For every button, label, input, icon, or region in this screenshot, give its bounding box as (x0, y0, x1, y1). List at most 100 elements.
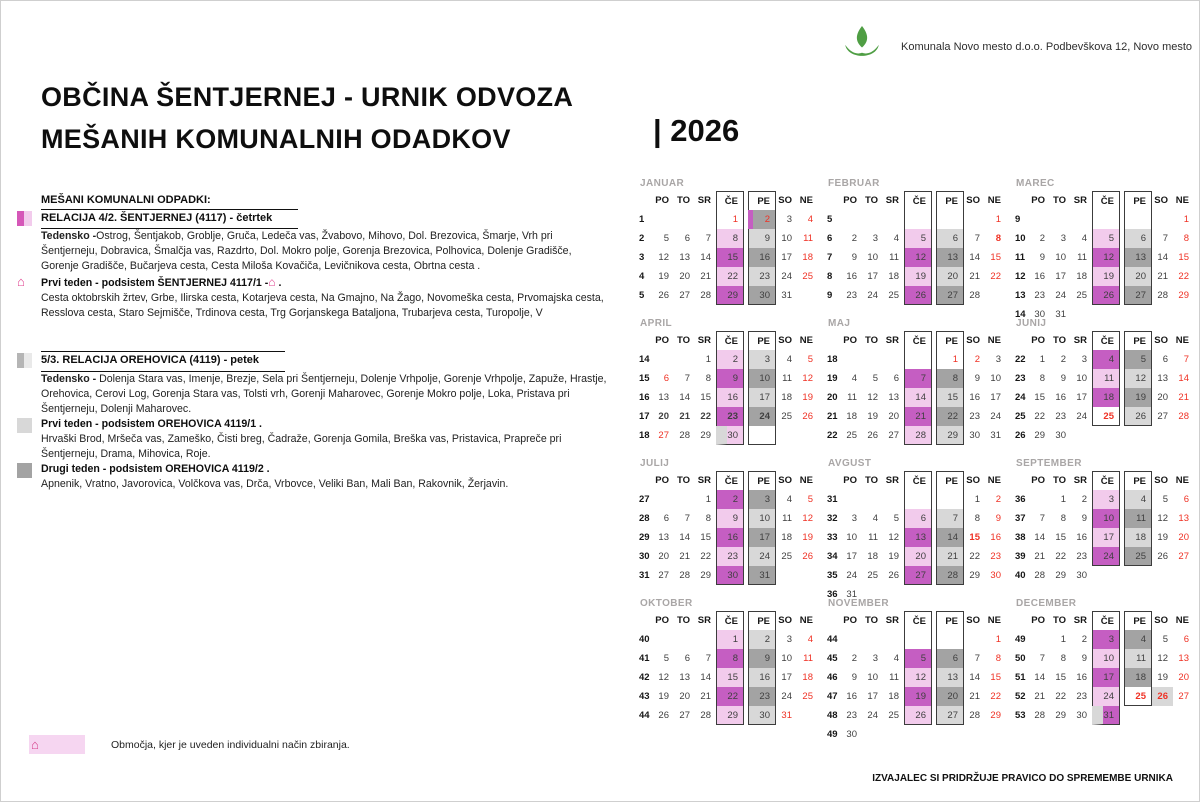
day-cell: 26 (1124, 407, 1152, 426)
day-cell: 25 (1124, 547, 1152, 566)
day-cell (862, 490, 883, 509)
day-cell (1050, 210, 1071, 229)
day-header: PO (655, 335, 669, 346)
day-cell: 9 (716, 509, 744, 528)
week-col-header (638, 611, 653, 630)
day-cell: 27 (936, 286, 964, 305)
day-cell: 19 (888, 551, 899, 562)
day-cell: 8 (1183, 233, 1189, 244)
day-cell: 22 (1034, 411, 1045, 422)
day-cell: 2 (1039, 233, 1045, 244)
day-cell: 19 (1157, 672, 1168, 683)
week-number: 30 (639, 551, 650, 562)
relacija2-week2-villages: Apnenik, Vratno, Javorovica, Volčkova va… (41, 478, 509, 491)
day-cell: 21 (969, 271, 980, 282)
day-cell: 16 (748, 668, 776, 687)
day-cell: 2 (995, 494, 1001, 505)
day-cell (904, 490, 932, 509)
day-cell: 2 (748, 210, 776, 229)
day-cell: 13 (1157, 373, 1168, 384)
week-number: 47 (827, 691, 838, 702)
day-header: PE (936, 331, 964, 350)
day-cell: 10 (1092, 509, 1120, 528)
week-number: 5 (827, 214, 833, 225)
day-cell (1029, 490, 1050, 509)
day-cell: 13 (936, 668, 964, 687)
week-number: 42 (639, 672, 650, 683)
week-number: 17 (639, 411, 650, 422)
day-cell: 13 (1178, 513, 1189, 524)
day-cell: 21 (700, 271, 711, 282)
week-number: 16 (639, 392, 650, 403)
day-header: SO (778, 615, 792, 626)
day-cell: 20 (658, 551, 669, 562)
day-cell: 24 (1055, 290, 1066, 301)
day-header: TO (864, 475, 878, 486)
relacija1-color-swatch (17, 210, 32, 226)
week-number: 19 (827, 373, 838, 384)
day-cell: 29 (716, 706, 744, 725)
day-header: PO (1031, 335, 1045, 346)
day-cell: 23 (1034, 290, 1045, 301)
day-cell: 17 (1055, 271, 1066, 282)
day-cell: 18 (867, 551, 878, 562)
day-cell: 29 (1055, 570, 1066, 581)
day-header: SO (1154, 475, 1168, 486)
day-header: TO (864, 335, 878, 346)
day-cell: 26 (1152, 687, 1173, 706)
day-cell: 21 (936, 547, 964, 566)
day-cell (936, 490, 964, 509)
day-cell: 4 (786, 494, 792, 505)
brand-block: Komunala Novo mesto d.o.o. Podbevškova 1… (841, 25, 1192, 69)
day-cell (674, 210, 695, 229)
day-cell (1092, 210, 1120, 229)
day-cell: 17 (867, 271, 878, 282)
relacija1-weekly: Tedensko -Ostrog, Šentjakob, Groblje, Gr… (41, 230, 572, 273)
day-cell: 16 (846, 271, 857, 282)
day-cell: 28 (700, 710, 711, 721)
day-cell (653, 350, 674, 369)
week-number: 34 (827, 551, 838, 562)
week-col-header (826, 611, 841, 630)
day-cell: 25 (781, 411, 792, 422)
day-cell: 22 (1055, 691, 1066, 702)
day-cell: 19 (904, 687, 932, 706)
day-cell: 7 (1162, 233, 1168, 244)
day-cell: 8 (705, 513, 711, 524)
day-cell: 13 (936, 248, 964, 267)
day-cell: 30 (990, 570, 1001, 581)
day-cell: 26 (867, 430, 878, 441)
day-cell: 11 (1092, 369, 1120, 388)
day-cell (1071, 426, 1092, 445)
day-cell: 11 (1124, 509, 1152, 528)
day-cell: 22 (990, 271, 1001, 282)
week-number: 49 (1015, 634, 1026, 645)
day-cell (674, 630, 695, 649)
day-header: SR (697, 475, 711, 486)
day-header: PO (843, 615, 857, 626)
day-cell (862, 630, 883, 649)
day-cell: 1 (995, 634, 1001, 645)
month-title: JULIJ (640, 458, 670, 469)
day-cell: 16 (716, 388, 744, 407)
month-title: APRIL (640, 318, 672, 329)
month-title: NOVEMBER (828, 598, 889, 609)
day-cell: 30 (1076, 570, 1087, 581)
week-number: 22 (827, 430, 838, 441)
calendar-month-januar: JANUAR PO TO SR ČE PE SO NE 1 1 2 3 4 2 5 6 7 8 9 10 11 3 12 13… (638, 178, 818, 305)
day-cell: 17 (1092, 528, 1120, 547)
day-cell: 27 (679, 710, 690, 721)
day-cell: 5 (663, 233, 669, 244)
day-cell: 26 (904, 706, 932, 725)
day-cell: 9 (748, 649, 776, 668)
day-cell (1124, 706, 1152, 725)
day-header: TO (1052, 615, 1066, 626)
month-grid: PO TO SR ČE PE SO NE 40 1 2 3 4 41 5 6 7 8 9 10 11 42 12 13 14 1… (638, 611, 818, 725)
week-number: 45 (827, 653, 838, 664)
week-number: 1 (639, 214, 645, 225)
day-cell (1124, 210, 1152, 229)
day-cell: 4 (807, 214, 813, 225)
day-header: SR (885, 475, 899, 486)
week-col-header (826, 471, 841, 490)
week-number: 20 (827, 392, 838, 403)
